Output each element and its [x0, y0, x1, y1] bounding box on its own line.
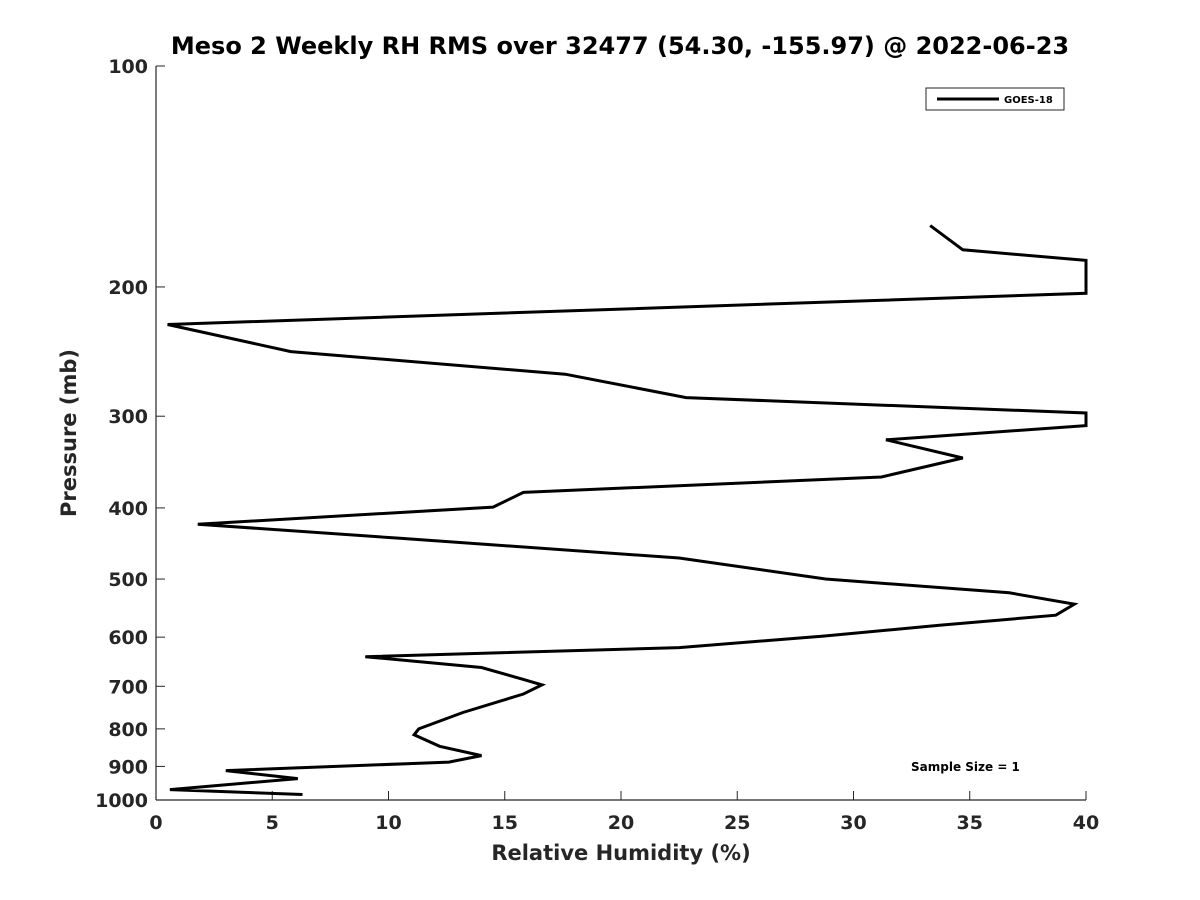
y-tick-label: 500: [108, 569, 148, 591]
x-tick-label: 40: [1073, 812, 1099, 834]
y-tick-label: 800: [108, 719, 148, 741]
x-tick-label: 15: [492, 812, 518, 834]
y-tick-label: 900: [108, 756, 148, 778]
y-axis-ticks: 100 200 300 400 500 600 700 800 900 1000: [95, 56, 165, 812]
y-tick-label: 1000: [95, 790, 148, 812]
y-tick-label: 700: [108, 676, 148, 698]
y-tick-label: 200: [108, 277, 148, 299]
legend-entry-goes-18: GOES-18: [1004, 95, 1053, 106]
y-tick-label: 100: [108, 56, 148, 78]
x-tick-label: 30: [840, 812, 866, 834]
x-tick-label: 25: [724, 812, 750, 834]
chart-title: Meso 2 Weekly RH RMS over 32477 (54.30, …: [171, 32, 1069, 60]
x-axis-label: Relative Humidity (%): [491, 841, 750, 865]
legend: GOES-18: [925, 87, 1065, 111]
y-tick-label: 600: [108, 627, 148, 649]
x-tick-label: 10: [375, 812, 401, 834]
x-tick-label: 35: [957, 812, 983, 834]
x-axis-ticks: 0 5 10 15 20 25 30 35 40: [149, 791, 1099, 834]
y-tick-label: 400: [108, 498, 148, 520]
x-tick-label: 5: [266, 812, 279, 834]
sample-size-annotation: Sample Size = 1: [911, 760, 1020, 774]
series-line-goes-18: [167, 224, 1088, 796]
y-axis-label: Pressure (mb): [57, 349, 81, 517]
series-layer: [167, 224, 1088, 796]
y-tick-label: 300: [108, 406, 148, 428]
x-tick-label: 20: [608, 812, 634, 834]
x-tick-label: 0: [149, 812, 162, 834]
